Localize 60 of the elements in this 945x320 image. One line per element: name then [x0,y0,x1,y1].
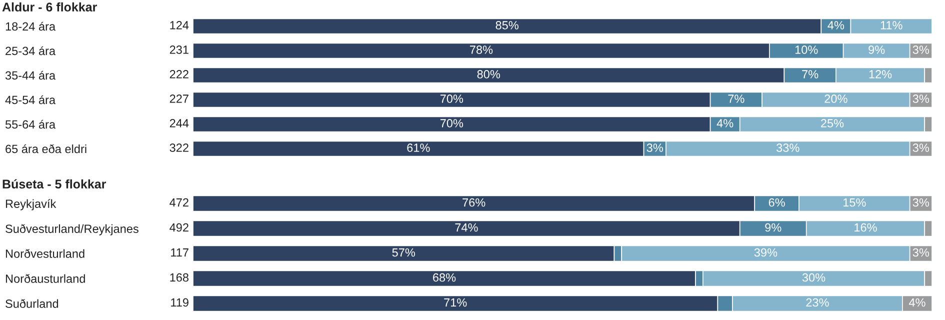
data-label: 7% [728,94,744,103]
y-tick-label: Norðausturland [6,274,85,283]
data-label: 11% [880,21,902,30]
y-tick-label: Norðvesturland [6,249,84,258]
y-tick-label: Suðurland [6,299,58,308]
data-label: 10% [795,46,818,54]
data-label: 70% [440,119,464,128]
data-label: 57% [392,248,416,257]
y-tick-label: 65 ára eða eldri [6,144,86,154]
text: 322 [170,144,188,152]
data-label: 39% [754,248,778,257]
data-label: 4% [908,298,926,307]
y-tick-label: 35-44 ára [5,70,56,80]
text: Búseta - 5 flokkar [2,179,106,189]
data-label: 3% [912,198,930,207]
text: 222 [170,70,188,78]
data-label: 71% [444,298,467,307]
data-label: 30% [802,273,826,282]
data-label: 4% [716,119,734,128]
data-label: 7% [802,70,818,78]
data-label: 3% [912,144,930,152]
data-label: 85% [496,21,518,30]
y-tick-label: 55-64 ára [5,120,56,129]
y-tick-label: 45-54 ára [5,95,56,104]
text: 231 [170,46,188,54]
data-label: 80% [477,70,500,78]
data-label: 61% [407,144,430,152]
data-label: 12% [869,70,892,78]
data-label: 68% [433,273,456,282]
text: 124 [170,21,189,30]
y-tick-label: 25-34 ára [6,46,56,56]
text: Aldur - 6 flokkar [2,2,97,12]
data-label: 33% [776,144,800,152]
data-label: 4% [828,21,844,30]
text: 117 [171,248,188,257]
data-label: 23% [806,298,829,307]
data-label: 70% [440,94,464,103]
data-label: 3% [912,94,930,103]
data-label: 3% [646,144,663,152]
data-label: 6% [768,198,785,207]
data-label: 25% [821,119,844,128]
text: 244 [170,119,189,128]
data-label: 9% [868,46,885,54]
data-label: 15% [843,198,866,207]
data-label: 16% [854,223,877,232]
data-label: 74% [455,223,478,232]
y-tick-label: 18-24 ára [6,22,56,31]
text: 472 [170,198,188,207]
data-label: 9% [765,223,782,232]
y-tick-label: Suðvesturland/Reykjanes [6,224,138,236]
data-label: 78% [470,46,493,54]
data-label: 20% [824,94,848,103]
text: 168 [170,273,188,282]
y-tick-label: Reykjavík [6,199,56,210]
data-label: 76% [462,198,486,207]
text: 119 [171,298,188,307]
text: 227 [170,94,188,103]
text: 492 [170,223,188,232]
data-label: 3% [912,46,930,54]
data-label: 3% [912,248,930,257]
